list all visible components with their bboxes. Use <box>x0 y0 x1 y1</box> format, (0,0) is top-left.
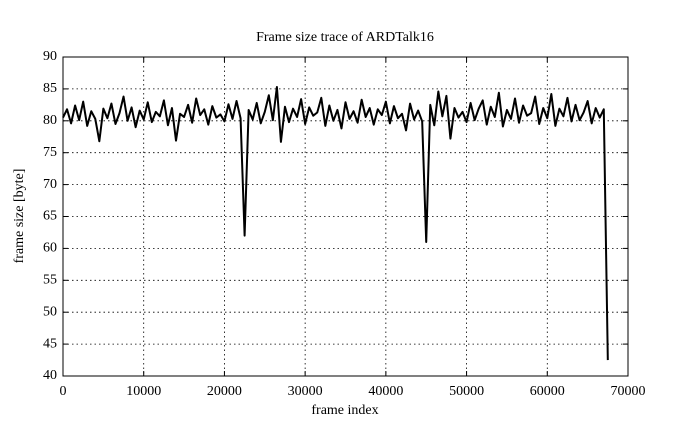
x-tick-label: 10000 <box>126 384 161 399</box>
y-tick-label: 75 <box>43 145 57 160</box>
y-tick-label: 55 <box>43 273 57 288</box>
plot-frame <box>62 56 629 377</box>
y-tick-label: 40 <box>43 368 57 383</box>
y-tick-label: 80 <box>43 113 57 128</box>
data-line <box>62 85 609 361</box>
y-tick-label: 45 <box>43 336 57 351</box>
x-tick-label: 50000 <box>449 384 484 399</box>
y-tick-label: 85 <box>43 81 57 96</box>
y-tick-label: 90 <box>43 49 57 64</box>
x-tick-label: 30000 <box>288 384 323 399</box>
x-tick-label: 40000 <box>368 384 403 399</box>
x-axis-label: frame index <box>311 403 378 418</box>
x-tick-label: 60000 <box>530 384 565 399</box>
x-tick-label: 0 <box>60 384 67 399</box>
x-tick-label: 20000 <box>207 384 242 399</box>
y-tick-label: 70 <box>43 177 57 192</box>
y-tick-label: 65 <box>43 209 57 224</box>
y-tick-label: 50 <box>43 304 57 319</box>
x-tick-label: 70000 <box>611 384 646 399</box>
chart-title: Frame size trace of ARDTalk16 <box>256 30 434 45</box>
y-axis-label: frame size [byte] <box>12 169 27 264</box>
y-tick-label: 60 <box>43 241 57 256</box>
